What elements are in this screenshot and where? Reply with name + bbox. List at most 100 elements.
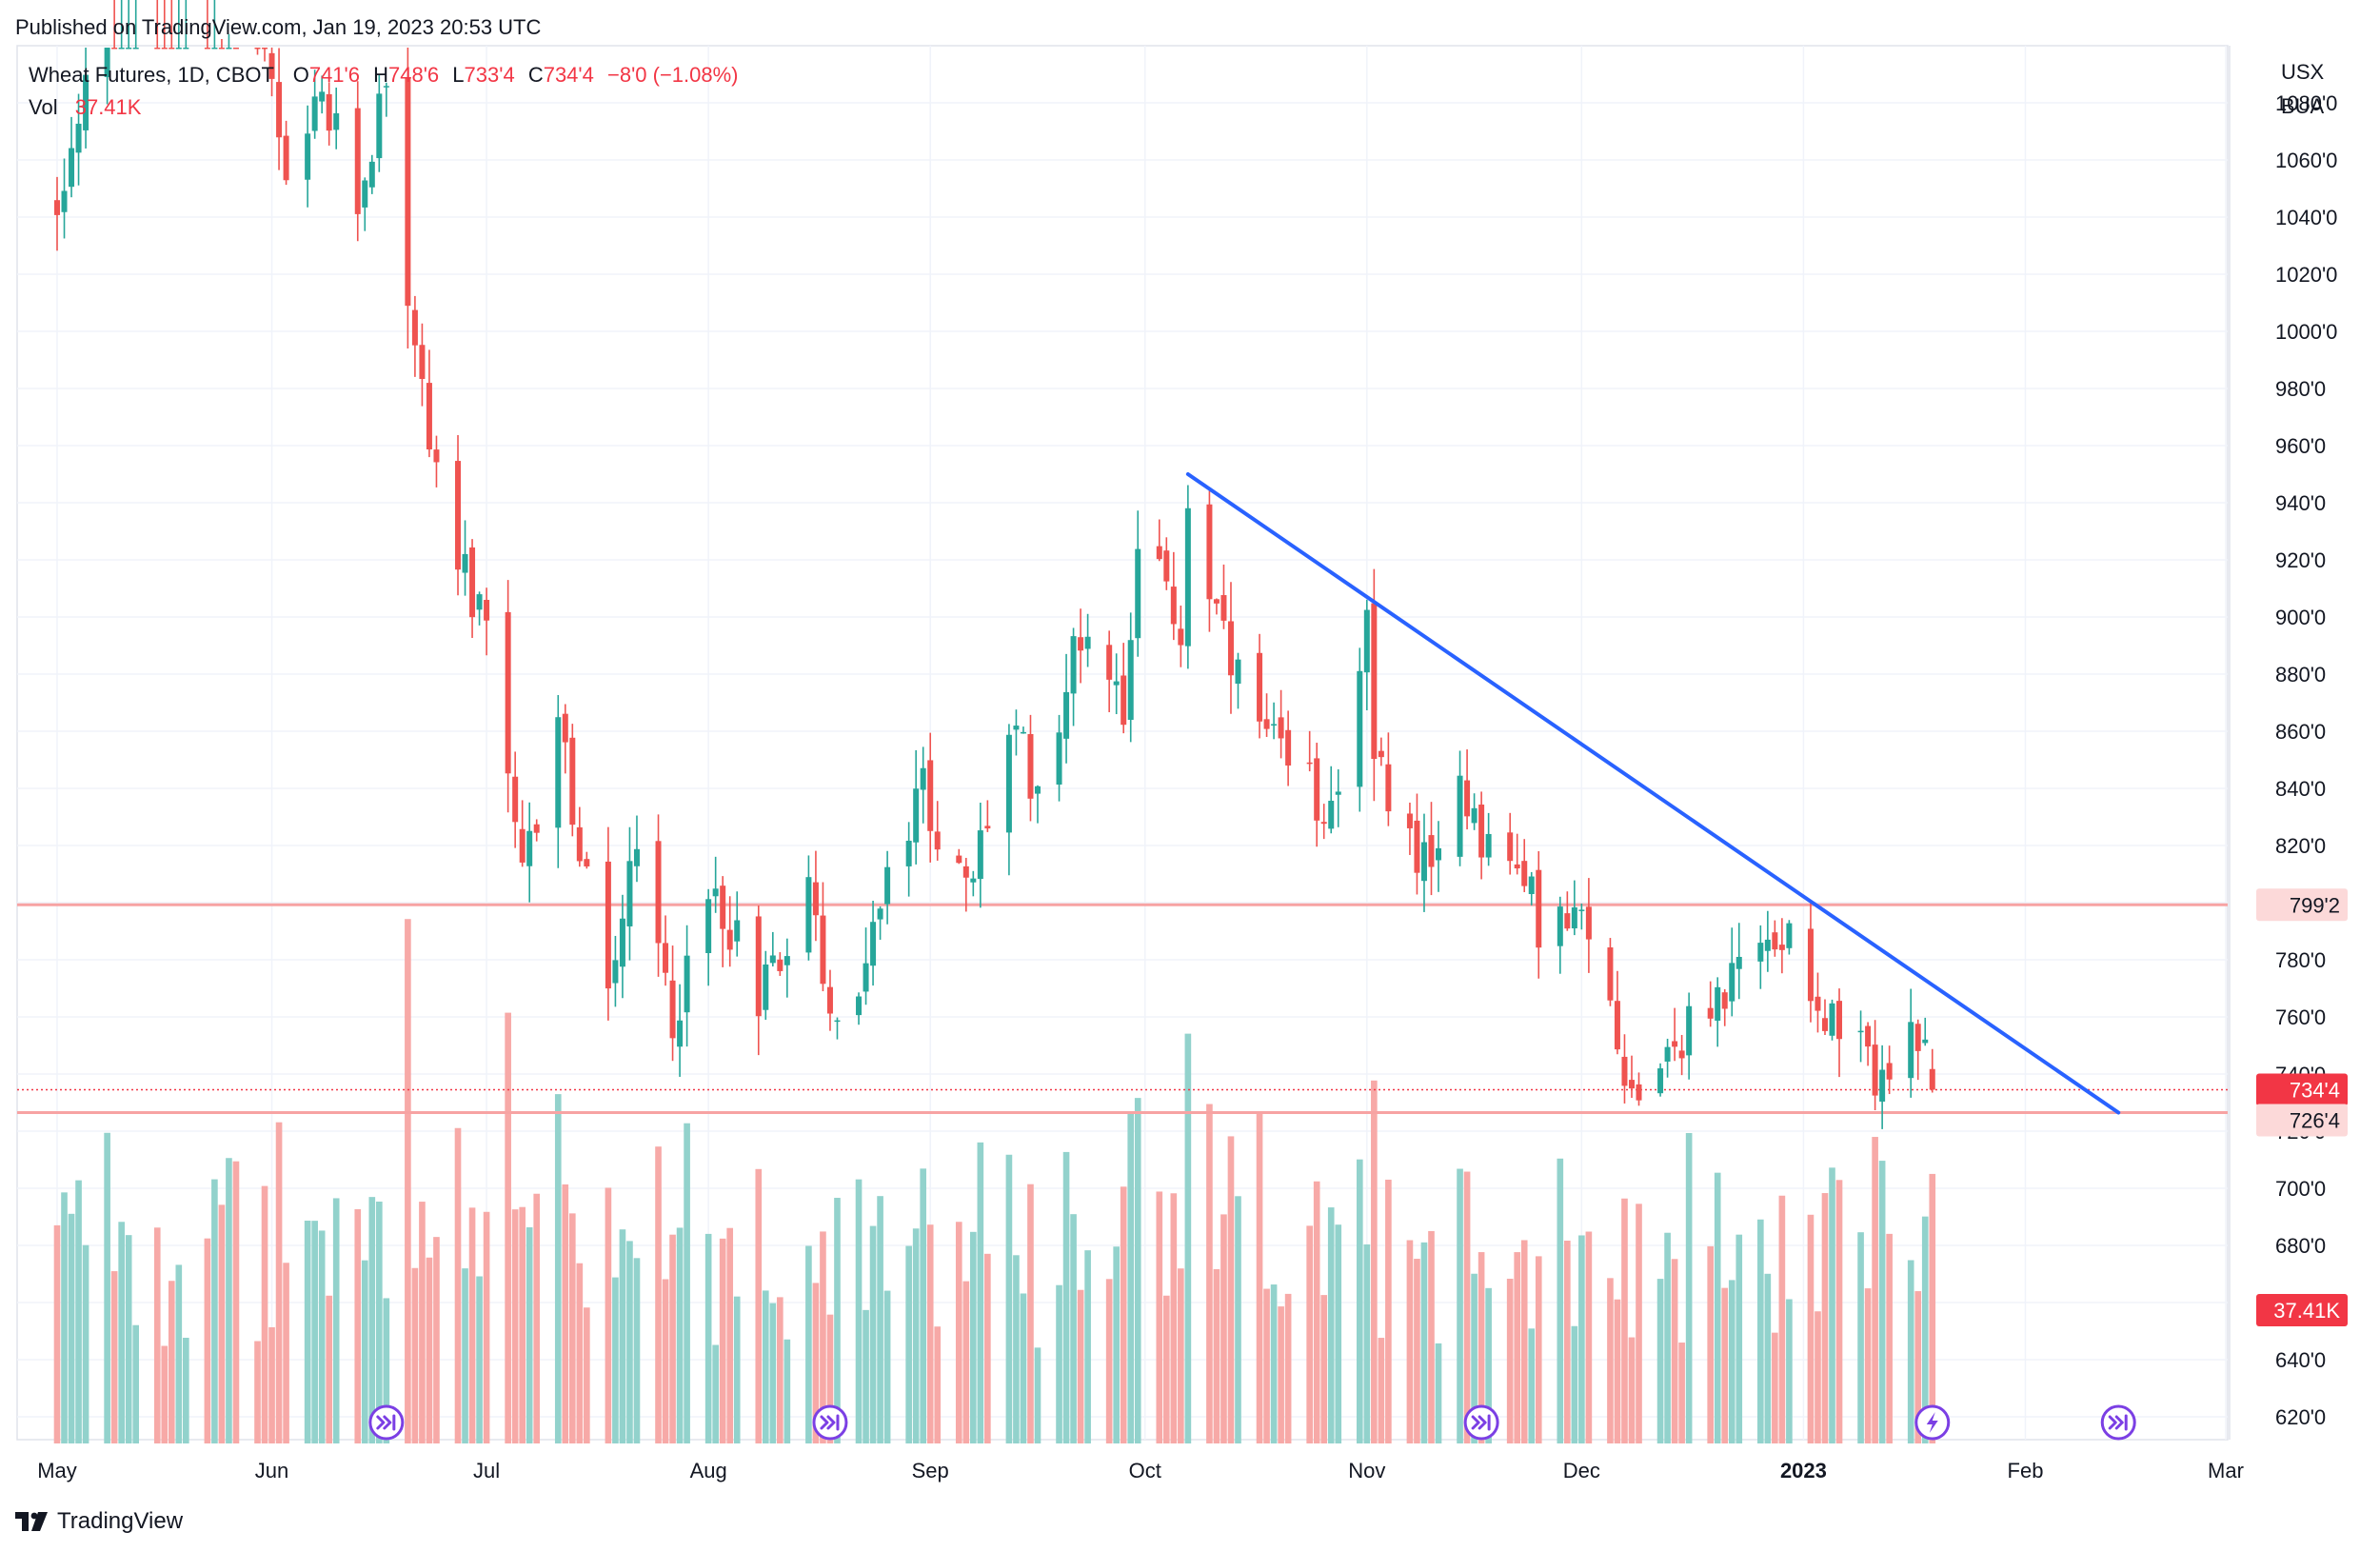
candle-body: [1778, 945, 1785, 950]
volume-bar: [1184, 1033, 1192, 1443]
candle-body: [927, 760, 934, 831]
volume-bar: [1564, 1241, 1571, 1443]
candle-body: [1070, 636, 1077, 694]
candle-body: [826, 986, 833, 1014]
candle-body: [633, 848, 640, 866]
candle-body: [526, 830, 533, 866]
volume-bar: [168, 1281, 175, 1443]
event-lightning-icon[interactable]: [1914, 1404, 1951, 1441]
candle-body: [455, 461, 462, 570]
symbol-name[interactable]: Wheat Futures, 1D, CBOT: [29, 63, 274, 87]
volume-bar: [75, 1180, 82, 1443]
candle-body: [126, 48, 132, 50]
volume-bar: [254, 1341, 261, 1443]
candle-body: [376, 93, 383, 159]
volume-bar: [984, 1253, 991, 1443]
volume-bar: [1485, 1287, 1492, 1443]
candle-body: [977, 830, 983, 880]
volume-bar: [1621, 1198, 1628, 1443]
candle-body: [684, 955, 690, 1013]
volume-bar: [1270, 1284, 1278, 1443]
volume-bar: [1557, 1158, 1564, 1443]
volume-bar: [361, 1260, 368, 1443]
volume-bar: [920, 1168, 927, 1443]
candle-body: [663, 943, 669, 973]
candle-body: [863, 963, 869, 992]
candle-body: [562, 713, 568, 743]
volume-bar: [1678, 1343, 1685, 1443]
volume-bar: [311, 1221, 318, 1443]
candle-body: [218, 48, 225, 50]
candle-body: [1471, 807, 1478, 824]
candle-body: [283, 135, 289, 181]
candle-body: [362, 180, 368, 208]
candle-body: [1614, 1001, 1620, 1050]
volume-bar: [61, 1192, 68, 1443]
candle-body: [1457, 775, 1463, 857]
volume-bar: [1514, 1252, 1521, 1443]
volume-bar: [1520, 1240, 1528, 1443]
volume-bar: [1628, 1337, 1636, 1443]
tradingview-logo-icon: [15, 1512, 48, 1531]
volume-bar: [511, 1209, 519, 1443]
event-forward-icon[interactable]: [812, 1404, 848, 1441]
volume-bar: [533, 1193, 541, 1443]
candle-body: [268, 52, 275, 79]
volume-bar: [411, 1267, 419, 1443]
candle-body: [319, 91, 326, 102]
volume-bar: [1005, 1154, 1013, 1443]
event-forward-icon[interactable]: [368, 1404, 405, 1441]
candle-body: [1721, 992, 1728, 1009]
x-tick-label: Dec: [1563, 1459, 1600, 1482]
volume-bar: [1786, 1299, 1793, 1443]
candle-body: [877, 908, 883, 920]
candle-body: [211, 48, 218, 50]
high-value: 748'6: [388, 63, 440, 87]
candle-body: [169, 48, 175, 50]
volume-label[interactable]: Vol: [29, 95, 58, 119]
candle-body: [1686, 1005, 1693, 1056]
candle-body: [1571, 906, 1577, 929]
y-tick-label: 940'0: [2275, 491, 2326, 515]
candle-body: [1836, 1001, 1843, 1040]
x-tick-label: Jun: [255, 1459, 288, 1482]
event-markers[interactable]: [368, 1404, 2136, 1441]
last-price-badge: 734'4: [2256, 1073, 2348, 1106]
volume-bar: [476, 1276, 483, 1443]
volume-bar: [1414, 1259, 1420, 1443]
x-tick-label: Oct: [1129, 1459, 1161, 1482]
volume-bar: [82, 1244, 89, 1443]
candle-body: [726, 929, 733, 950]
volume-bar: [1162, 1295, 1170, 1443]
volume-bar: [405, 919, 411, 1443]
footer-brand[interactable]: TradingView: [15, 1508, 183, 1535]
volume-bar: [1127, 1111, 1135, 1443]
candle-body: [669, 980, 676, 1039]
event-forward-icon[interactable]: [1463, 1404, 1499, 1441]
trendline[interactable]: [1185, 472, 2121, 1115]
volume-bar: [1907, 1260, 1914, 1443]
volume-bar: [275, 1122, 283, 1443]
candle-body: [1772, 932, 1778, 950]
y-tick-label: 1060'0: [2275, 149, 2337, 172]
candle-body: [1184, 507, 1191, 647]
volume-bar: [1084, 1250, 1091, 1443]
volume-bar: [883, 1290, 891, 1443]
descending-trendline[interactable]: [1185, 472, 2121, 1115]
volume-bar: [1721, 1287, 1729, 1443]
candle-body: [970, 878, 977, 883]
candle-body: [812, 882, 819, 916]
candle-body: [1872, 1045, 1878, 1096]
y-tick-label: 880'0: [2275, 663, 2326, 686]
volume-bar: [118, 1222, 125, 1443]
candle-body: [1163, 550, 1170, 582]
candle-body: [856, 996, 863, 1016]
volume-bar: [1506, 1278, 1514, 1443]
volume-bar: [1821, 1193, 1829, 1443]
volume-bar: [1235, 1196, 1241, 1443]
event-forward-icon[interactable]: [2100, 1404, 2136, 1441]
volume-bar: [926, 1224, 934, 1443]
candle-body: [1121, 675, 1127, 726]
horizontal-levels[interactable]: [17, 903, 2228, 1114]
